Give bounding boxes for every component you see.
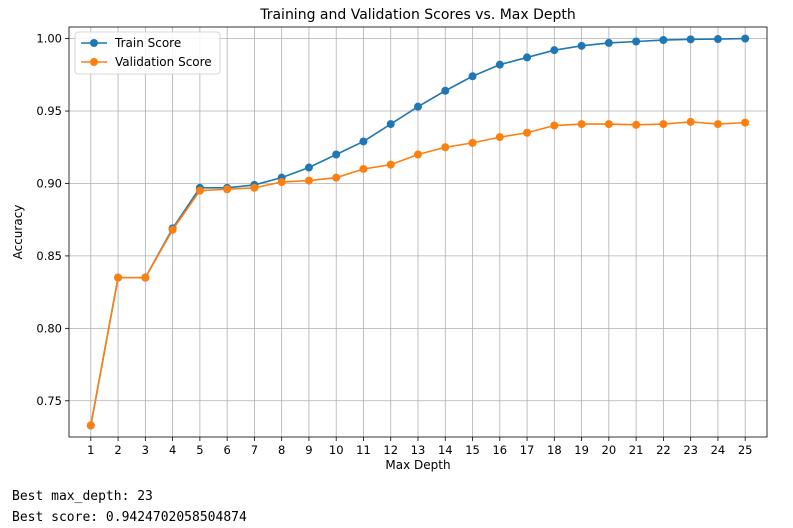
data-point (550, 46, 559, 55)
grid-lines (69, 27, 767, 437)
data-point (359, 164, 368, 173)
data-point (168, 225, 177, 234)
data-point (495, 60, 504, 69)
data-point (713, 120, 722, 129)
y-tick-label: 0.75 (36, 394, 62, 408)
data-point (523, 128, 532, 137)
cell-output: Best max_depth: 23 Best score: 0.94247020… (12, 486, 247, 528)
data-point (195, 186, 204, 195)
data-point (604, 120, 613, 129)
y-tick-label: 0.80 (36, 321, 62, 335)
chart-title: Training and Validation Scores vs. Max D… (259, 7, 576, 23)
data-point (304, 176, 313, 185)
best-score-output: Best score: 0.9424702058504874 (12, 510, 247, 525)
x-tick-label: 11 (356, 443, 371, 457)
x-tick-label: 24 (711, 443, 726, 457)
x-tick-label: 5 (196, 443, 203, 457)
best-depth-output: Best max_depth: 23 (12, 489, 153, 504)
x-tick-label: 22 (656, 443, 671, 457)
x-tick-label: 23 (683, 443, 698, 457)
x-tick-label: 21 (629, 443, 644, 457)
y-tick-label: 0.95 (36, 104, 62, 118)
data-point (386, 120, 395, 129)
data-point (441, 143, 450, 152)
data-point (577, 41, 586, 50)
data-point (550, 121, 559, 130)
data-point (495, 133, 504, 142)
data-point (141, 273, 150, 282)
series-validation-score (86, 117, 750, 430)
x-axis-ticks: 1 2 3 4 5 6 7 8 9 10 11 12 13 14 15 16 17 18 19 20 21 22 23 24 2… (87, 437, 753, 457)
data-point (632, 120, 641, 129)
x-tick-label: 8 (278, 443, 285, 457)
legend-item: Validation Score (81, 55, 212, 69)
x-tick-label: 7 (251, 443, 258, 457)
data-point (577, 120, 586, 129)
x-tick-label: 2 (114, 443, 121, 457)
y-tick-label: 0.90 (36, 176, 62, 190)
y-axis-label: Accuracy (11, 205, 25, 260)
data-point (332, 173, 341, 182)
x-tick-label: 20 (602, 443, 617, 457)
legend-label: Validation Score (115, 55, 212, 69)
legend-item: Train Score (81, 36, 181, 50)
x-tick-label: 12 (383, 443, 398, 457)
x-tick-label: 9 (305, 443, 312, 457)
data-point (523, 53, 532, 62)
data-point (468, 138, 477, 147)
x-tick-label: 16 (492, 443, 507, 457)
y-tick-label: 0.85 (36, 249, 62, 263)
data-point (304, 163, 313, 172)
data-point (741, 118, 750, 127)
data-point (632, 37, 641, 46)
x-tick-label: 19 (574, 443, 589, 457)
legend-marker (90, 39, 98, 47)
x-tick-label: 25 (738, 443, 753, 457)
x-tick-label: 4 (169, 443, 176, 457)
data-point (414, 102, 422, 111)
data-point (741, 34, 750, 43)
data-point (223, 185, 232, 194)
data-point (713, 35, 722, 44)
x-tick-label: 17 (520, 443, 535, 457)
data-point (332, 150, 341, 159)
y-tick-label: 1.00 (36, 32, 62, 46)
data-point (441, 86, 450, 95)
x-axis-label: Max Depth (385, 458, 450, 472)
x-tick-label: 13 (411, 443, 426, 457)
data-point (686, 35, 695, 44)
data-point (386, 160, 395, 169)
x-tick-label: 10 (329, 443, 344, 457)
x-tick-label: 14 (438, 443, 453, 457)
x-tick-label: 3 (142, 443, 149, 457)
data-point (686, 117, 695, 126)
data-point (277, 178, 286, 187)
x-tick-label: 6 (223, 443, 230, 457)
x-tick-label: 18 (547, 443, 562, 457)
x-tick-label: 15 (465, 443, 480, 457)
y-axis-ticks: 0.75 0.80 0.85 0.90 0.95 1.00 (36, 32, 69, 408)
data-point (359, 137, 368, 146)
data-point (250, 183, 259, 192)
line-chart: 1 2 3 4 5 6 7 8 9 10 11 12 13 14 15 16 17 18 19 20 21 22 23 24 2… (11, 7, 768, 472)
data-point (604, 38, 613, 47)
x-tick-label: 1 (87, 443, 94, 457)
data-point (86, 421, 95, 430)
data-point (659, 36, 668, 45)
legend: Train Score Validation Score (74, 31, 221, 75)
legend-marker (90, 58, 98, 66)
data-point (659, 120, 668, 129)
data-point (468, 72, 477, 81)
series-layer (86, 34, 750, 430)
legend-label: Train Score (114, 36, 181, 50)
data-point (414, 150, 422, 159)
data-point (114, 273, 123, 282)
legend-box (74, 31, 221, 75)
